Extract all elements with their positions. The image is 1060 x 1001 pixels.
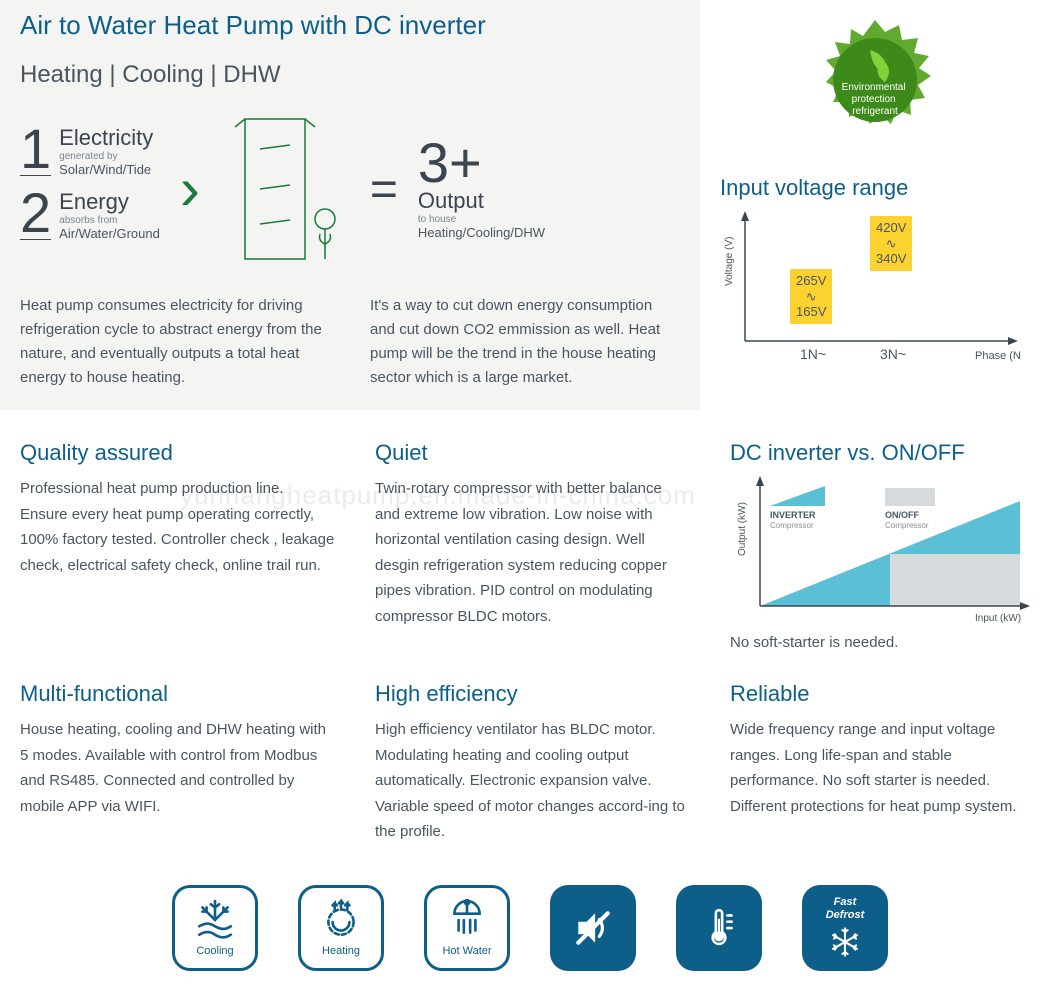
diagram-output: 3+ Output to house Heating/Cooling/DHW [418, 138, 545, 240]
inverter-chart: INVERTER Compressor ON/OFF Compressor Ou… [730, 476, 1040, 626]
feature-body: Twin-rotary compressor with better balan… [375, 476, 690, 629]
feature-body: High efficiency ventilator has BLDC moto… [375, 717, 690, 845]
feature-title: Reliable [730, 681, 1040, 707]
voltage-box-3n: 420V ∿ 340V [870, 216, 912, 271]
input-title: Electricity [59, 125, 153, 151]
hero-description: Heat pump consumes electricity for drivi… [20, 294, 680, 390]
input-sub: absorbs from [59, 215, 160, 226]
energy-diagram: 1 Electricity generated by Solar/Wind/Ti… [20, 109, 680, 269]
svg-text:Voltage (V): Voltage (V) [724, 237, 735, 286]
diagram-inputs: 1 Electricity generated by Solar/Wind/Ti… [20, 125, 160, 253]
input-list: Air/Water/Ground [59, 226, 160, 241]
house-icon [220, 109, 350, 269]
svg-text:Phase (N~): Phase (N~) [975, 350, 1020, 362]
feature-body: House heating, cooling and DHW heating w… [20, 717, 335, 819]
input-list: Solar/Wind/Tide [59, 162, 153, 177]
svg-text:Compressor: Compressor [885, 521, 929, 530]
voltage-title: Input voltage range [720, 175, 1030, 201]
feature-body: Wide frequency range and input voltage r… [730, 717, 1040, 819]
eco-badge: Environmental protection refrigerant [805, 10, 945, 150]
feature-body: Professional heat pump production line. … [20, 476, 335, 578]
input-number: 1 [20, 125, 51, 176]
feature-title: Quality assured [20, 440, 335, 466]
feature-efficiency: High efficiency High efficiency ventilat… [375, 681, 690, 845]
right-column: Environmental protection refrigerant Inp… [720, 0, 1040, 410]
svg-text:1N~: 1N~ [800, 346, 826, 362]
top-section: Air to Water Heat Pump with DC inverter … [0, 0, 1060, 410]
voltage-box-1n: 265V ∿ 165V [790, 269, 832, 324]
features-row-1: Quality assured Professional heat pump p… [0, 410, 1060, 671]
thermo-icon [676, 885, 762, 971]
equals-icon: = [370, 162, 398, 217]
feature-icons-row: Cooling Heating Hot Water FastDefrost [0, 865, 1060, 1001]
heating-icon: Heating [298, 885, 384, 971]
feature-quality: Quality assured Professional heat pump p… [20, 440, 335, 651]
quiet-icon [550, 885, 636, 971]
page-subtitle: Heating | Cooling | DHW [20, 61, 680, 89]
svg-text:Output (kW): Output (kW) [737, 502, 748, 556]
feature-quiet: Quiet Twin-rotary compressor with better… [375, 440, 690, 651]
feature-title: High efficiency [375, 681, 690, 707]
input-sub: generated by [59, 151, 153, 162]
feature-multifunctional: Multi-functional House heating, cooling … [20, 681, 335, 845]
feature-title: Quiet [375, 440, 690, 466]
inverter-note: No soft-starter is needed. [730, 634, 1040, 651]
output-sub: to house [418, 214, 545, 225]
hotwater-icon: Hot Water [424, 885, 510, 971]
input-number: 2 [20, 189, 51, 240]
inverter-block: DC inverter vs. ON/OFF INVERTER Compress… [730, 440, 1040, 651]
voltage-chart: Voltage (V) Phase (N~) 1N~ 3N~ 265V ∿ 16… [720, 211, 1030, 371]
svg-text:Input (kW): Input (kW) [975, 613, 1021, 624]
cooling-icon: Cooling [172, 885, 258, 971]
input-title: Energy [59, 189, 160, 215]
arrow-icon: › [180, 159, 200, 219]
defrost-icon: FastDefrost [802, 885, 888, 971]
desc-right: It's a way to cut down energy consumptio… [370, 294, 680, 390]
svg-text:Compressor: Compressor [770, 521, 814, 530]
input-energy: 2 Energy absorbs from Air/Water/Ground [20, 189, 160, 241]
input-electricity: 1 Electricity generated by Solar/Wind/Ti… [20, 125, 160, 177]
svg-text:3N~: 3N~ [880, 346, 906, 362]
hero-panel: Air to Water Heat Pump with DC inverter … [0, 0, 700, 410]
svg-text:INVERTER: INVERTER [770, 510, 816, 520]
feature-reliable: Reliable Wide frequency range and input … [730, 681, 1040, 845]
inverter-title: DC inverter vs. ON/OFF [730, 440, 1040, 466]
output-label: Output [418, 188, 545, 214]
output-number: 3+ [418, 138, 545, 188]
svg-text:ON/OFF: ON/OFF [885, 510, 919, 520]
desc-left: Heat pump consumes electricity for drivi… [20, 294, 330, 390]
page-root: Air to Water Heat Pump with DC inverter … [0, 0, 1060, 1001]
output-list: Heating/Cooling/DHW [418, 225, 545, 240]
features-row-2: Multi-functional House heating, cooling … [0, 671, 1060, 865]
page-title: Air to Water Heat Pump with DC inverter [20, 10, 680, 41]
feature-title: Multi-functional [20, 681, 335, 707]
